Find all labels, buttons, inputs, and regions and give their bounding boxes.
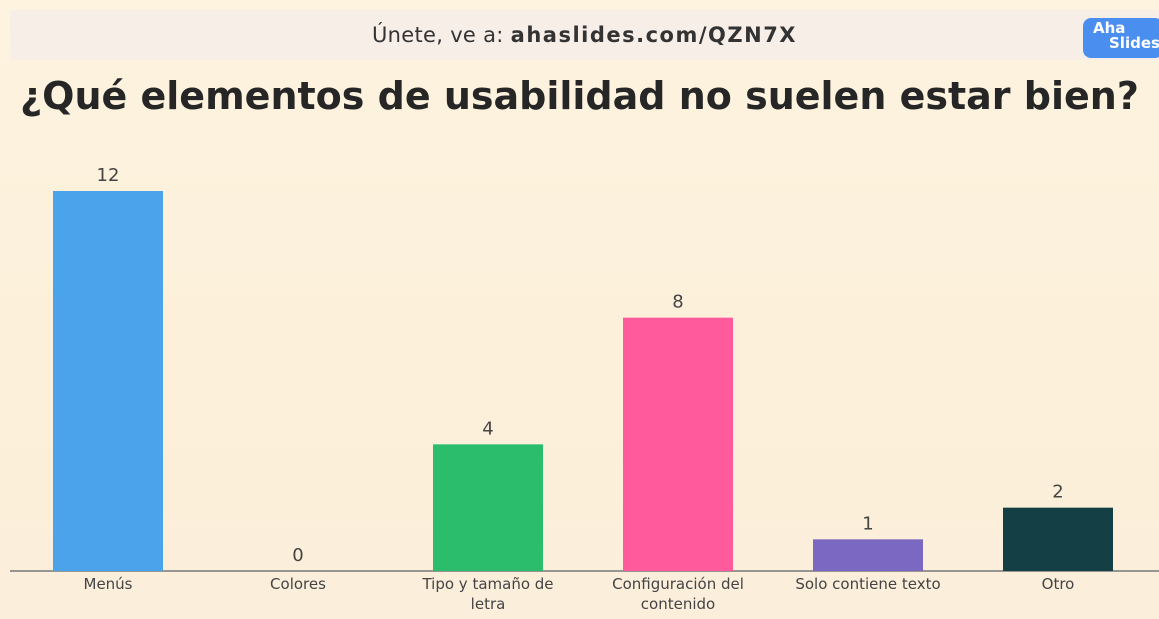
category-label: Colores xyxy=(218,574,378,594)
category-label: Solo contiene texto xyxy=(788,574,948,594)
bar xyxy=(53,191,163,571)
bar xyxy=(433,444,543,571)
value-label: 1 xyxy=(862,513,873,534)
value-label: 0 xyxy=(292,545,303,566)
category-label: Otro xyxy=(978,574,1138,594)
page: Únete, ve a:ahaslides.com/QZN7X AhaSlide… xyxy=(0,0,1159,619)
value-label: 8 xyxy=(672,292,683,313)
chart: 1204812 xyxy=(0,0,1159,619)
bar xyxy=(813,539,923,571)
value-label: 2 xyxy=(1052,482,1063,503)
value-label: 12 xyxy=(97,165,120,186)
bar xyxy=(1003,508,1113,571)
category-label: Configuración del contenido xyxy=(598,574,758,614)
value-label: 4 xyxy=(482,418,493,439)
category-label: Tipo y tamaño de letra xyxy=(408,574,568,614)
bar xyxy=(623,318,733,571)
category-label: Menús xyxy=(28,574,188,594)
